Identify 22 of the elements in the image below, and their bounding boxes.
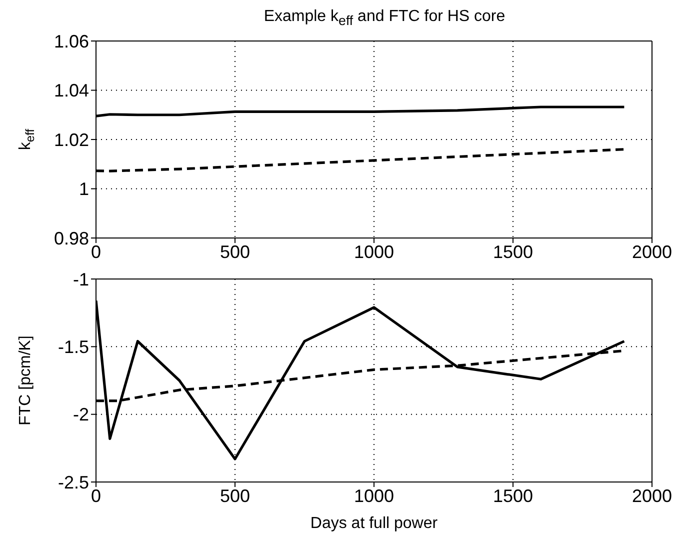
chart-title: Example k$_{eff}$ and FTC for HS core xyxy=(262,8,506,30)
x-tick-label: 0 xyxy=(90,242,102,262)
x-tick-label: 500 xyxy=(220,242,250,262)
x-tick-label: 1500 xyxy=(492,486,534,506)
y-tick-label: -1.5 xyxy=(58,337,89,358)
x-axis-title: Days at full power xyxy=(310,515,438,532)
y-tick-label: 1.06 xyxy=(54,31,89,52)
y-tick-label: 1.04 xyxy=(54,80,89,101)
x-tick-label: 2000 xyxy=(632,242,672,262)
x-tick-label: 500 xyxy=(220,486,250,506)
y-tick-label: -2.5 xyxy=(58,472,89,492)
x-tick-label: 0 xyxy=(90,486,102,506)
y-tick-label: 1 xyxy=(78,179,89,200)
y-tick-label: -1 xyxy=(72,269,89,290)
x-tick-label: 1500 xyxy=(492,242,534,262)
y-axis-title: FTC [pcm/K] xyxy=(17,336,34,426)
x-tick-label: 2000 xyxy=(632,486,672,506)
y-tick-label: 1.02 xyxy=(54,130,89,150)
y-tick-label: 0.98 xyxy=(54,228,89,248)
x-tick-label: 1000 xyxy=(354,242,394,262)
y-tick-label: -2 xyxy=(72,404,89,425)
x-tick-label: 1000 xyxy=(354,486,394,506)
